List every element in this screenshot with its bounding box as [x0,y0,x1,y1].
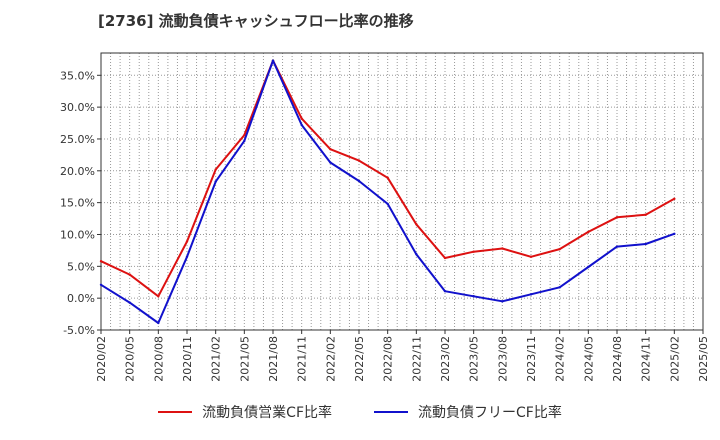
data-point [243,139,246,143]
x-tick-label: 2021/11 [296,336,309,382]
legend-item-free-cf: 流動負債フリーCF比率 [374,402,562,422]
data-point [529,293,533,296]
y-tick-label: 30.0% [60,101,95,114]
x-tick-label: 2022/05 [353,336,366,382]
data-point [357,179,361,183]
data-point [558,247,561,251]
data-point [673,197,676,201]
y-tick-label: 10.0% [60,228,95,241]
legend-swatch-operating-cf [158,411,193,413]
data-point [157,321,160,325]
x-tick-label: 2021/02 [210,336,223,382]
y-tick-label: 35.0% [60,69,95,82]
x-tick-label: 2025/05 [697,336,710,382]
x-tick-label: 2023/05 [468,336,481,382]
data-point [644,242,647,246]
x-tick-label: 2024/08 [611,336,624,382]
data-point [501,247,504,250]
data-point [644,213,647,216]
x-tick-label: 2025/02 [668,336,681,382]
data-point [415,223,418,226]
y-tick-label: 5.0% [67,260,95,273]
x-tick-label: 2020/05 [124,336,137,382]
x-tick-label: 2020/11 [181,336,194,382]
data-point [214,168,217,171]
y-tick-label: -5.0% [63,324,95,337]
x-tick-label: 2023/08 [496,336,509,382]
legend-item-operating-cf: 流動負債営業CF比率 [158,402,332,422]
data-point [99,260,103,263]
y-tick-label: 20.0% [60,165,95,178]
x-tick-label: 2022/11 [410,336,423,382]
chart-title: [2736] 流動負債キャッシュフロー比率の推移 [98,12,414,30]
data-point [529,255,533,258]
data-point [300,117,303,120]
x-tick-label: 2021/08 [267,336,280,382]
data-point [329,161,332,164]
data-point [587,230,590,234]
data-point [386,176,389,180]
data-point [587,265,590,269]
data-point [128,273,131,276]
x-tick-label: 2022/02 [324,336,337,382]
data-point [329,147,332,151]
x-tick-label: 2020/02 [95,336,108,382]
data-point [472,250,475,253]
data-point [673,232,676,236]
x-tick-label: 2024/11 [640,336,653,382]
data-point [443,289,447,293]
data-point [615,245,619,248]
data-point [386,202,389,206]
data-point [615,216,619,219]
data-point [271,59,275,62]
x-tick-label: 2022/08 [382,336,395,382]
y-tick-label: 25.0% [60,133,95,146]
data-point [558,286,561,289]
data-point [99,283,103,286]
legend: 流動負債営業CF比率 流動負債フリーCF比率 [0,402,720,422]
legend-label-operating-cf: 流動負債営業CF比率 [202,405,332,421]
x-tick-label: 2024/02 [554,336,567,382]
data-point [214,180,217,183]
data-point [157,295,160,298]
plot-border [100,52,704,331]
data-point [243,133,246,137]
data-point [128,301,131,304]
data-point [185,255,189,258]
data-point [185,240,189,243]
x-tick-label: 2023/11 [525,336,538,382]
data-point [300,123,303,127]
y-tick-label: 0.0% [67,292,95,305]
legend-label-free-cf: 流動負債フリーCF比率 [418,405,562,421]
x-tick-label: 2023/02 [439,336,452,382]
legend-swatch-free-cf [374,411,408,413]
data-point [501,300,504,303]
x-tick-label: 2020/08 [152,336,165,382]
data-point [357,159,361,162]
y-tick-label: 15.0% [60,197,95,210]
x-tick-label: 2024/05 [582,336,595,382]
x-tick-label: 2021/05 [238,336,251,382]
data-point [443,256,447,260]
data-point [415,253,418,256]
data-point [472,295,475,298]
